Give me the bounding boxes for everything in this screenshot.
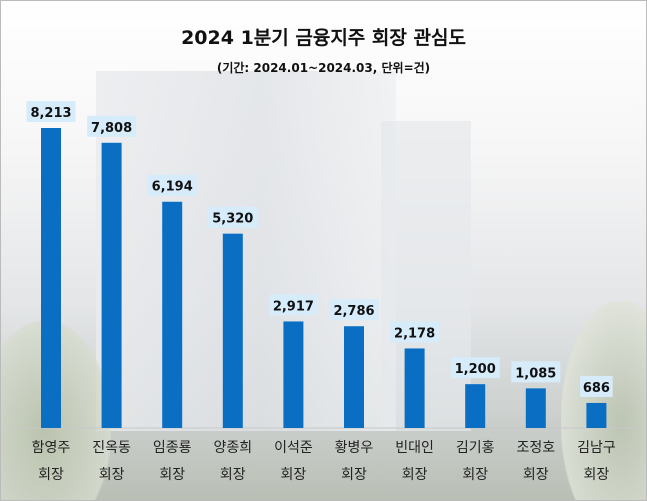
data-label: 1,200	[455, 362, 496, 377]
chart-title: 2024 1분기 금융지주 회장 관심도	[181, 27, 466, 49]
data-label-bg	[268, 294, 318, 316]
x-tick-label: 회장	[99, 467, 125, 483]
bar	[586, 402, 607, 428]
x-tick-label: 이석준	[274, 440, 313, 456]
x-tick-label: 회장	[159, 467, 185, 483]
data-label: 2,917	[273, 299, 314, 314]
x-tick-label: 임종룡	[153, 440, 192, 456]
x-tick-label: 김기홍	[456, 440, 495, 456]
data-label-bg	[26, 101, 76, 122]
data-label-bg	[87, 115, 137, 137]
data-label: 2,178	[394, 326, 435, 341]
x-tick-label: 황병우	[335, 440, 374, 456]
background-building	[381, 121, 471, 431]
data-label: 6,194	[152, 180, 193, 195]
data-label-bg	[329, 299, 379, 321]
data-label: 5,320	[212, 212, 253, 227]
x-tick-label: 회장	[220, 467, 246, 483]
data-label-bg	[390, 321, 440, 343]
chart-subtitle: (기간: 2024.01~2024.03, 단위=건)	[216, 61, 431, 75]
data-label-bg	[147, 174, 197, 196]
x-tick-label: 회장	[341, 467, 367, 483]
bar	[525, 388, 546, 428]
data-label: 8,213	[30, 106, 71, 121]
x-tick-label: 회장	[402, 467, 428, 483]
data-label-bg	[450, 357, 500, 379]
x-tick-label: 조정호	[516, 440, 555, 456]
background-tree	[561, 301, 646, 500]
x-tick-label: 함영주	[32, 440, 71, 456]
bar	[162, 201, 183, 428]
data-label: 686	[583, 381, 610, 396]
data-label-bg	[580, 375, 613, 397]
x-tick-label: 회장	[462, 467, 488, 483]
data-label: 2,786	[333, 304, 374, 319]
x-tick-label: 양종희	[213, 440, 252, 456]
bar	[41, 128, 61, 428]
bar	[101, 142, 122, 428]
x-tick-label: 빈대인	[395, 440, 434, 456]
x-tick-label: 회장	[281, 467, 307, 483]
bar	[404, 348, 425, 428]
data-label-bg	[511, 361, 561, 383]
x-tick-label: 회장	[584, 467, 610, 483]
data-label-bg	[208, 206, 258, 228]
x-tick-label: 김남구	[577, 440, 616, 456]
data-label: 1,085	[515, 366, 556, 381]
bar	[344, 326, 364, 428]
x-tick-label: 진옥동	[92, 440, 131, 456]
bar	[465, 384, 486, 428]
bar	[283, 321, 304, 428]
data-label: 7,808	[91, 121, 132, 136]
x-tick-label: 회장	[523, 467, 549, 483]
bar	[222, 233, 243, 428]
x-tick-label: 회장	[38, 467, 64, 483]
